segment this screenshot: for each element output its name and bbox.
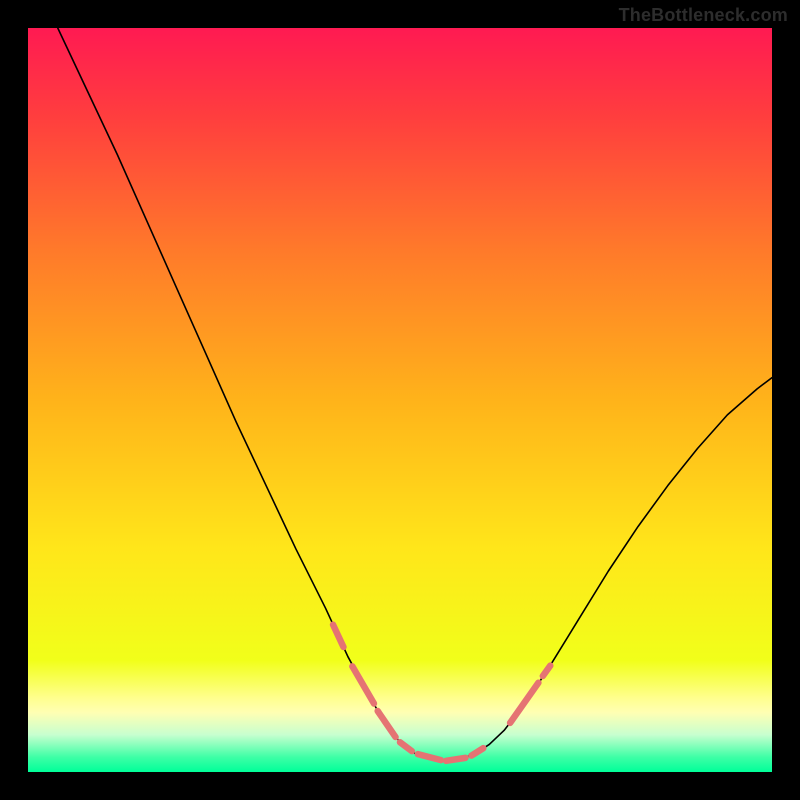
chart-background <box>28 28 772 772</box>
highlight-dash <box>446 758 465 761</box>
watermark-text: TheBottleneck.com <box>619 5 788 26</box>
chart-svg <box>28 28 772 772</box>
chart-plot-area <box>28 28 772 772</box>
